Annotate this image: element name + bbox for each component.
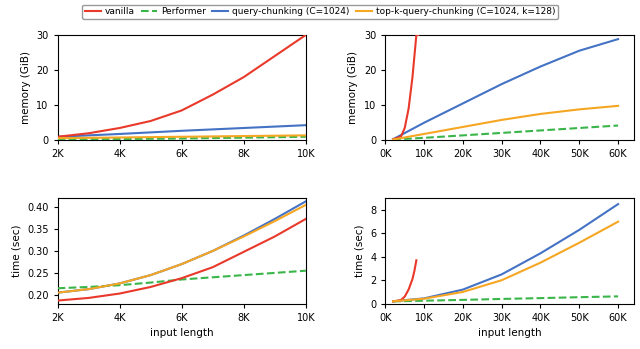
Y-axis label: time (sec): time (sec) (12, 225, 21, 277)
X-axis label: input length: input length (150, 328, 214, 338)
Y-axis label: memory (GiB): memory (GiB) (20, 51, 31, 124)
Y-axis label: memory (GiB): memory (GiB) (348, 51, 358, 124)
X-axis label: input length: input length (477, 328, 541, 338)
Legend: vanilla, Performer, query-chunking (C=1024), top-k-query-chunking (C=1024, k=128: vanilla, Performer, query-chunking (C=10… (82, 5, 558, 19)
Y-axis label: time (sec): time (sec) (355, 225, 365, 277)
